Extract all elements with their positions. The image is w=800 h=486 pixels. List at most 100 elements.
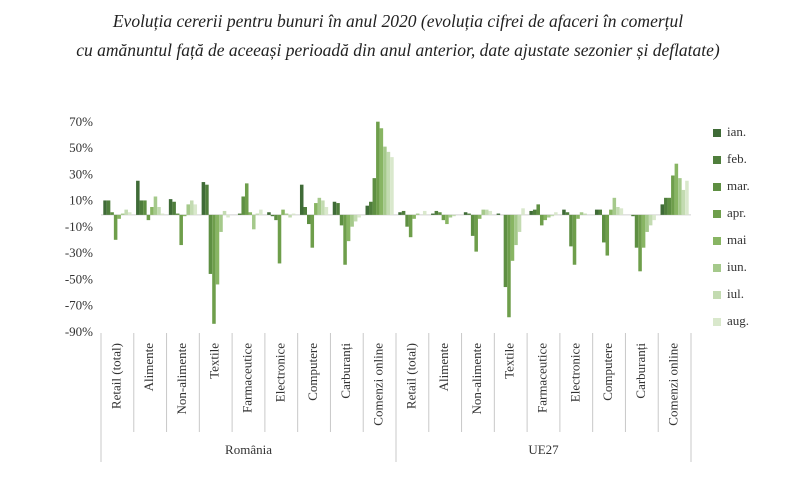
- bar: [215, 214, 220, 285]
- bar: [339, 214, 344, 226]
- bar: [270, 214, 275, 217]
- bar: [193, 204, 198, 215]
- x-tick-label: Farmaceutice: [239, 343, 254, 413]
- bar: [609, 209, 613, 215]
- bar: [503, 214, 508, 288]
- bar: [470, 214, 475, 236]
- y-tick-label: 70%: [69, 114, 93, 129]
- bar: [390, 157, 394, 215]
- bar: [484, 209, 489, 215]
- legend-label: feb.: [727, 151, 747, 166]
- bar: [383, 146, 387, 215]
- legend-swatch: [713, 237, 721, 245]
- x-tick-label: Carburanți: [338, 343, 353, 399]
- x-tick-label: Retail (total): [403, 343, 418, 409]
- bar: [660, 204, 665, 215]
- legend-swatch: [713, 318, 721, 326]
- bar: [634, 214, 639, 248]
- bar: [244, 183, 249, 215]
- legend-label: aug.: [727, 313, 749, 328]
- bar: [307, 214, 311, 225]
- bar: [405, 214, 409, 227]
- x-tick-label: Textile: [502, 343, 517, 379]
- bar: [288, 214, 292, 218]
- x-tick-label: Carburanți: [633, 343, 648, 399]
- bar: [168, 199, 173, 215]
- bar: [212, 214, 216, 324]
- bar: [103, 200, 107, 215]
- bar: [532, 209, 537, 215]
- bar: [182, 214, 187, 217]
- bar: [222, 210, 227, 215]
- bar: [299, 184, 304, 215]
- bar: [536, 204, 540, 215]
- bar: [431, 213, 435, 215]
- bar: [664, 197, 668, 215]
- bar: [252, 214, 256, 230]
- x-tick-label: Computere: [600, 343, 615, 401]
- bar: [113, 214, 118, 240]
- bar: [124, 209, 128, 215]
- bar: [652, 214, 656, 221]
- x-tick-label: Electronice: [567, 343, 582, 402]
- bar: [510, 214, 515, 261]
- bar: [645, 214, 649, 232]
- bar: [353, 214, 358, 222]
- x-tick-label: Textile: [207, 343, 222, 379]
- group-label: România: [225, 442, 272, 457]
- legend-label: ian.: [727, 124, 746, 139]
- bar: [474, 214, 478, 252]
- bar: [648, 214, 653, 226]
- bar: [602, 214, 606, 243]
- bar: [136, 180, 140, 215]
- bar: [674, 163, 679, 215]
- bar: [117, 214, 121, 219]
- bar: [605, 214, 610, 256]
- bar: [343, 214, 347, 265]
- bar: [139, 200, 144, 215]
- bar: [422, 210, 427, 215]
- bar: [376, 121, 380, 215]
- bar: [681, 189, 686, 215]
- bar: [127, 212, 132, 215]
- bar: [175, 213, 180, 215]
- bar: [160, 213, 165, 215]
- bar: [369, 201, 373, 215]
- x-tick-label: Computere: [305, 343, 320, 401]
- bar: [412, 214, 416, 219]
- bar: [448, 214, 453, 218]
- x-tick-label: Non-alimente: [174, 343, 189, 415]
- bar: [521, 208, 525, 215]
- bar: [317, 197, 322, 215]
- bar: [189, 200, 194, 215]
- legend-swatch: [713, 264, 721, 272]
- bar: [517, 214, 522, 232]
- bar: [146, 214, 151, 221]
- bar: [255, 213, 260, 215]
- bar: [310, 214, 315, 248]
- x-tick-label: Non-alimente: [469, 343, 484, 415]
- bar: [514, 214, 518, 246]
- legend-label: iul.: [727, 286, 744, 301]
- bar: [357, 214, 361, 218]
- bar: [274, 214, 278, 221]
- bar: [685, 180, 689, 215]
- chart-title: cu amănuntul față de aceeași perioadă di…: [76, 40, 720, 60]
- bar: [529, 210, 533, 215]
- bar: [408, 214, 413, 238]
- bar: [179, 214, 183, 246]
- bar: [332, 201, 337, 215]
- bar: [619, 208, 624, 215]
- bar: [496, 213, 501, 215]
- bar: [441, 214, 446, 221]
- bar: [157, 207, 161, 215]
- x-tick-label: Retail (total): [108, 343, 123, 409]
- bar: [576, 214, 580, 219]
- bar: [208, 214, 213, 274]
- bar: [547, 214, 551, 218]
- legend-label: iun.: [727, 259, 747, 274]
- bar: [267, 212, 271, 215]
- bar: [303, 207, 308, 215]
- x-tick-label: Comenzi online: [371, 343, 386, 426]
- bar: [565, 212, 570, 215]
